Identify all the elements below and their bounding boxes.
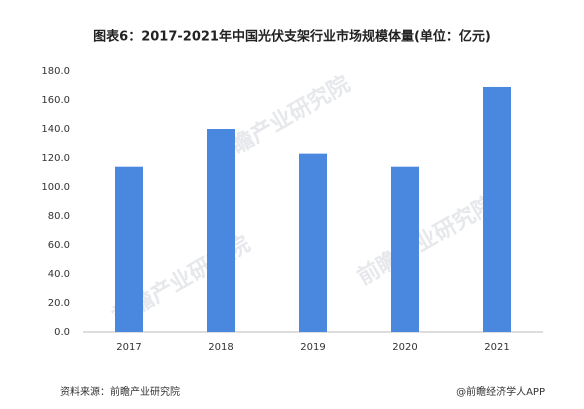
y-tick-label: 20.0: [48, 298, 70, 309]
x-tick-label: 2019: [300, 342, 325, 353]
bar: [483, 86, 511, 332]
credit: @前瞻经济学人APP: [456, 385, 545, 398]
x-tick-label: 2017: [116, 342, 141, 353]
y-tick-label: 160.0: [41, 95, 70, 106]
x-tick-label: 2021: [484, 342, 509, 353]
y-tick-label: 60.0: [48, 240, 70, 251]
bar: [391, 166, 419, 332]
watermark: 前瞻产业研究院: [353, 191, 499, 291]
y-tick-label: 40.0: [48, 269, 70, 280]
x-tick-label: 2020: [392, 342, 417, 353]
bar: [115, 166, 143, 332]
chart-title: 图表6：2017-2021年中国光伏支架行业市场规模体量(单位：亿元): [93, 29, 491, 45]
y-tick-label: 80.0: [48, 211, 70, 222]
x-tick-label: 2018: [208, 342, 233, 353]
y-tick-label: 120.0: [41, 153, 70, 164]
y-tick-label: 180.0: [41, 66, 70, 77]
y-tick-label: 100.0: [41, 182, 70, 193]
bar: [299, 153, 327, 332]
y-tick-label: 140.0: [41, 124, 70, 135]
y-tick-label: 0.0: [54, 327, 70, 338]
source: 资料来源：前瞻产业研究院: [60, 385, 180, 398]
bar: [207, 129, 235, 332]
